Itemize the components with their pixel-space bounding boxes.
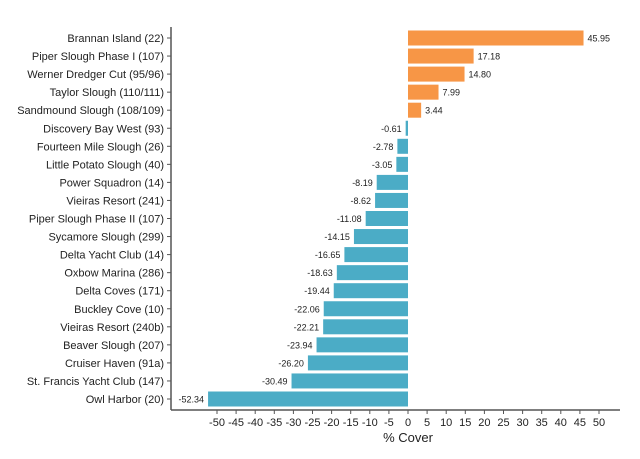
x-tick-label: 20 — [478, 417, 490, 429]
x-tick-label: 15 — [459, 417, 471, 429]
x-tick-label: 25 — [497, 417, 509, 429]
bar — [323, 319, 408, 335]
y-tick-label: St. Francis Yacht Club (147) — [27, 376, 164, 388]
data-label: -8.62 — [351, 196, 372, 206]
x-tick-label: 5 — [424, 417, 430, 429]
data-label: 7.99 — [443, 88, 461, 98]
data-label: -16.65 — [315, 250, 341, 260]
data-label: -11.08 — [337, 214, 362, 224]
y-tick-label: Buckley Cove (10) — [74, 304, 164, 316]
x-tick-label: -20 — [324, 417, 340, 429]
data-label: -18.63 — [307, 268, 333, 278]
data-label: -8.19 — [352, 178, 373, 188]
x-tick-label: 50 — [593, 417, 605, 429]
bar — [365, 211, 408, 226]
bar — [397, 138, 408, 154]
bar — [316, 337, 408, 353]
bar — [344, 247, 408, 263]
data-label: 45.95 — [588, 34, 611, 44]
y-tick-label: Vieiras Resort (241) — [66, 195, 164, 207]
x-tick-label: 35 — [536, 417, 548, 429]
y-tick-label: Discovery Bay West (93) — [43, 123, 164, 135]
bar — [408, 48, 474, 64]
y-tick-label: Sycamore Slough (299) — [48, 232, 164, 244]
bar — [408, 84, 439, 100]
x-tick-label: -30 — [285, 417, 301, 429]
data-label: 17.18 — [478, 52, 501, 62]
data-label: -52.34 — [179, 395, 205, 405]
data-label: -22.21 — [294, 322, 320, 332]
data-label: -0.61 — [381, 124, 402, 134]
y-tick-label: Piper Slough Phase II (107) — [29, 214, 164, 226]
x-tick-label: 45 — [574, 417, 586, 429]
data-label: -26.20 — [278, 358, 304, 368]
bar — [375, 192, 408, 208]
y-tick-label: Piper Slough Phase I (107) — [32, 51, 164, 63]
bar — [353, 229, 408, 245]
bar — [408, 66, 465, 82]
y-tick-label: Fourteen Mile Slough (26) — [37, 141, 164, 153]
y-tick-label: Beaver Slough (207) — [63, 340, 164, 352]
bar — [408, 30, 584, 46]
x-tick-label: -35 — [266, 417, 282, 429]
data-label: -30.49 — [262, 376, 288, 386]
y-tick-label: Werner Dredger Cut (95/96) — [27, 69, 164, 81]
data-label: -23.94 — [287, 340, 313, 350]
bar — [396, 156, 408, 172]
data-label: 14.80 — [469, 70, 492, 80]
y-tick-label: Power Squadron (14) — [59, 177, 164, 189]
bar — [208, 391, 408, 407]
x-tick-label: -25 — [305, 417, 321, 429]
y-tick-label: Owl Harbor (20) — [86, 394, 164, 406]
x-tick-label: -40 — [247, 417, 263, 429]
bar — [336, 265, 408, 281]
x-tick-label: -50 — [209, 417, 225, 429]
data-label: -14.15 — [324, 232, 350, 242]
x-tick-label: 0 — [405, 417, 411, 429]
y-tick-label: Taylor Slough (110/111) — [50, 87, 164, 99]
x-tick-label: -15 — [343, 417, 359, 429]
bar — [408, 102, 422, 118]
data-label: -19.44 — [304, 286, 330, 296]
data-label: -3.05 — [372, 160, 393, 170]
y-tick-label: Brannan Island (22) — [67, 33, 164, 45]
x-tick-label: 40 — [555, 417, 567, 429]
bar — [291, 373, 408, 389]
y-tick-label: Sandmound Slough (108/109) — [17, 105, 164, 117]
data-label: 3.44 — [425, 106, 443, 116]
y-tick-label: Oxbow Marina (286) — [64, 268, 164, 280]
data-label: -22.06 — [294, 304, 320, 314]
bar — [405, 120, 408, 136]
x-tick-label: 30 — [516, 417, 528, 429]
bar — [333, 283, 408, 299]
y-tick-label: Little Potato Slough (40) — [46, 159, 164, 171]
bar — [376, 174, 408, 190]
x-tick-label: -10 — [362, 417, 378, 429]
bar — [307, 355, 408, 371]
y-tick-label: Cruiser Haven (91a) — [65, 358, 164, 370]
y-tick-label: Delta Yacht Club (14) — [60, 250, 164, 262]
x-tick-label: 10 — [440, 417, 452, 429]
data-label: -2.78 — [373, 142, 394, 152]
x-axis-label: % Cover — [383, 430, 434, 445]
y-tick-label: Delta Coves (171) — [75, 286, 164, 298]
x-tick-label: -45 — [228, 417, 244, 429]
y-tick-label: Vieiras Resort (240b) — [60, 322, 164, 334]
x-tick-label: -5 — [384, 417, 394, 429]
bar — [323, 301, 408, 317]
